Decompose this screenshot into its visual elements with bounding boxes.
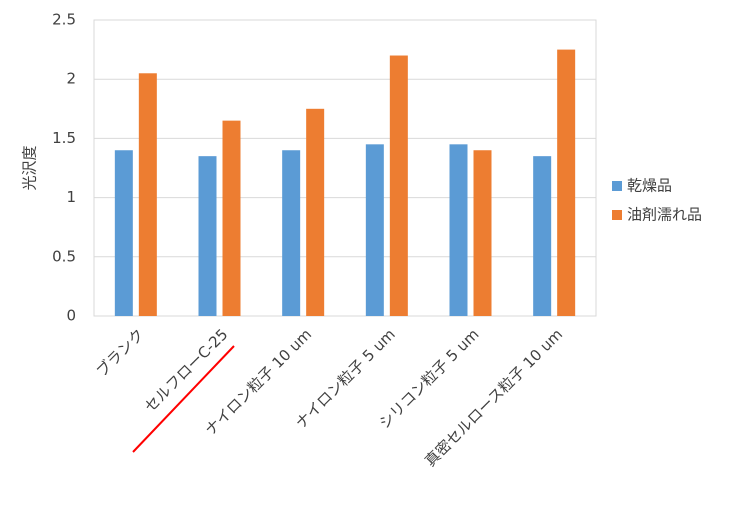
- bar: [557, 49, 576, 316]
- legend-label: 油剤濡れ品: [627, 206, 702, 224]
- bar: [282, 150, 301, 316]
- plot-area: [93, 19, 597, 317]
- bar: [365, 144, 384, 316]
- legend-swatch: [612, 210, 622, 220]
- bar: [138, 73, 157, 316]
- y-tick-label: 2.5: [52, 11, 76, 29]
- bar: [114, 150, 133, 316]
- x-tick-label: ブランク: [93, 325, 148, 380]
- y-tick-label: 1.5: [52, 129, 76, 147]
- bar: [473, 150, 492, 316]
- x-tick-label: セルフローC-25: [141, 325, 231, 415]
- y-axis-title: 光沢度: [21, 145, 39, 190]
- y-tick-label: 0.5: [52, 247, 76, 265]
- bar: [198, 156, 217, 316]
- bar: [449, 144, 468, 316]
- x-tick-label: 真密セルロース粒子 10 um: [421, 325, 566, 470]
- y-tick-label: 0: [66, 307, 76, 325]
- bar: [389, 55, 408, 317]
- bar: [306, 108, 325, 316]
- legend-label: 乾燥品: [627, 177, 672, 195]
- legend-swatch: [612, 181, 622, 191]
- y-tick-label: 1: [66, 188, 76, 206]
- annotation-underline: [132, 345, 235, 453]
- bar: [533, 156, 552, 316]
- bar: [222, 120, 241, 316]
- y-tick-label: 2: [66, 70, 76, 88]
